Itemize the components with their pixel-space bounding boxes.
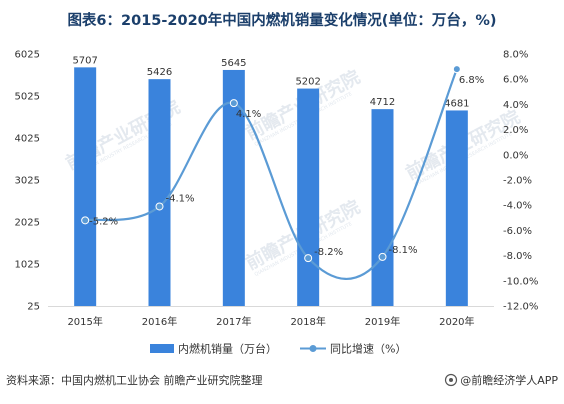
chart-title: 图表6：2015-2020年中国内燃机销量变化情况(单位：万台，%) (67, 11, 496, 29)
bar (74, 67, 97, 306)
line-value-label: -8.1% (389, 245, 418, 256)
bar (148, 79, 171, 307)
source-note: 资料来源：中国内燃机工业协会 前瞻产业研究院整理 (6, 373, 263, 387)
line-value-label: -4.1% (166, 193, 195, 204)
bar (222, 69, 245, 307)
x-tick-label: 2017年 (216, 315, 251, 328)
line-point (81, 216, 90, 225)
right-tick-label: -4.0% (503, 201, 532, 212)
left-tick-label: 25 (27, 302, 40, 313)
bar (371, 109, 394, 306)
bar-value-label: 5707 (72, 55, 97, 66)
right-tick-label: 0.0% (503, 150, 528, 161)
bar-value-label: 5426 (147, 67, 172, 78)
bar (445, 110, 468, 306)
brand-text: @前瞻经济学人APP (460, 373, 558, 387)
x-tick-label: 2015年 (67, 315, 102, 328)
line-value-label: -5.2% (89, 216, 118, 227)
brand-logo-dot (449, 378, 453, 382)
legend-bar-swatch (150, 344, 174, 353)
bar-labels: 5707 5426 5645 5202 4712 4681 (72, 55, 469, 109)
line-labels: -5.2% -4.1% 4.1% -8.2% -8.1% 6.8% (89, 75, 484, 258)
x-axis: 2015年 2016年 2017年 2018年 2019年 2020年 (67, 315, 474, 328)
right-tick-label: -10.0% (503, 276, 538, 287)
x-tick-label: 2018年 (290, 315, 325, 328)
right-tick-label: -6.0% (503, 226, 532, 237)
bar-value-label: 4681 (444, 98, 469, 109)
left-tick-label: 3025 (15, 176, 40, 187)
left-tick-label: 5025 (15, 92, 40, 103)
bar-series (74, 67, 468, 307)
x-tick-label: 2016年 (142, 315, 177, 328)
line-point (304, 254, 313, 263)
left-tick-label: 2025 (15, 218, 40, 229)
brand-logo-icon (444, 373, 458, 387)
x-tick-label: 2020年 (439, 315, 474, 328)
right-tick-label: -12.0% (503, 302, 538, 313)
line-point (229, 99, 238, 108)
right-tick-label: -2.0% (503, 176, 532, 187)
right-tick-label: 2.0% (503, 125, 528, 136)
bar-value-label: 5202 (295, 77, 320, 88)
bar (297, 88, 320, 306)
right-tick-label: 4.0% (503, 100, 528, 111)
legend-line-dot (309, 345, 317, 352)
bar-value-label: 4712 (370, 97, 395, 108)
left-axis: 25 1025 2025 3025 4025 5025 6025 (15, 50, 40, 313)
brand-group: @前瞻经济学人APP (444, 373, 558, 387)
line-value-label: -8.2% (314, 247, 343, 258)
line-point (452, 65, 461, 74)
bar-value-label: 5645 (221, 58, 246, 69)
left-tick-label: 1025 (15, 260, 40, 271)
legend-bar-label: 内燃机销量（万台） (178, 342, 277, 356)
left-tick-label: 4025 (15, 134, 40, 145)
right-axis: 8.0% 6.0% 4.0% 2.0% 0.0% -2.0% -4.0% -6.0% -8.0%… (503, 50, 538, 313)
line-value-label: 4.1% (236, 109, 261, 120)
line-point (378, 252, 387, 261)
x-tick-label: 2019年 (365, 315, 400, 328)
line-points (81, 65, 461, 263)
right-tick-label: -8.0% (503, 251, 532, 262)
right-tick-label: 8.0% (503, 50, 528, 61)
line-point (155, 202, 164, 211)
left-tick-label: 6025 (15, 50, 40, 61)
legend: 内燃机销量（万台） 同比增速（%） (150, 342, 406, 356)
legend-line-label: 同比增速（%） (330, 342, 406, 356)
right-tick-label: 6.0% (503, 75, 528, 86)
line-value-label: 6.8% (459, 75, 484, 86)
